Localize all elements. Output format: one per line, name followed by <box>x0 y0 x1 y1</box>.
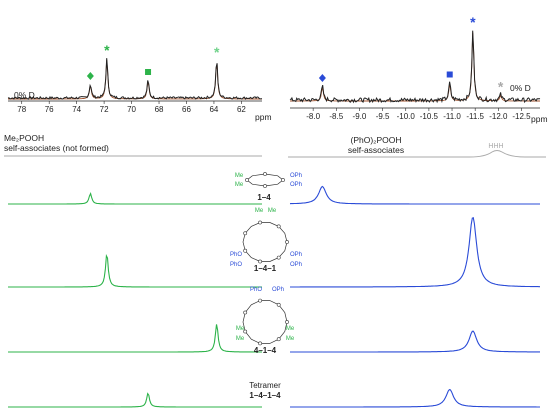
computed-left-spectrum <box>8 192 262 205</box>
oxygen-atom <box>243 248 248 253</box>
oxygen-atom <box>263 172 267 176</box>
x-tick-label: -11.5 <box>466 112 484 121</box>
hhh-label: HHH <box>488 143 503 150</box>
oxygen-atom <box>258 341 263 346</box>
me-label-a: Me <box>235 173 244 179</box>
x-tick-label: -12.0 <box>489 112 508 121</box>
top-left-ppm-label: ppm <box>255 112 272 122</box>
spectrum-line <box>289 30 541 104</box>
right-header-line2: self-associates <box>348 145 404 155</box>
right-gray-baseline <box>288 150 546 158</box>
x-tick-label: -9.5 <box>376 112 390 121</box>
oph-label-d: OPh <box>290 262 302 268</box>
ring-4-1-4 <box>242 300 288 344</box>
computed-left-spectrum <box>8 324 262 353</box>
diamond-marker <box>318 74 326 82</box>
asterisk-marker: * <box>214 44 220 60</box>
oxygen-atom <box>258 298 263 303</box>
top-left-zero-d-label: 0% D <box>14 90 35 100</box>
x-tick-label: -10.5 <box>420 112 439 121</box>
spectrum-line <box>7 58 263 101</box>
oph-label-a: OPh <box>290 173 302 179</box>
tetramer-formula: 1–4–1–4 <box>249 391 281 400</box>
oxygen-atom <box>243 329 248 334</box>
top-right-spectrum: -8.0 -8.5 -9.0 -9.5 -10.0 -10.5 -11.0 -11.5 -12.… <box>289 14 541 121</box>
me-label-b: Me <box>235 182 244 188</box>
oph-label-e: OPh <box>272 287 284 293</box>
top-right-ppm-label: ppm <box>531 114 548 124</box>
pho-label-c: PhO <box>250 287 262 293</box>
oph-label-c: OPh <box>290 252 302 258</box>
top-left-spectrum: 78 76 74 72 70 68 66 64 62 * * <box>7 42 263 114</box>
x-tick-label: -8.0 <box>306 112 320 121</box>
tetramer-label: Tetramer <box>249 381 281 390</box>
oxygen-atom <box>285 320 289 324</box>
x-tick-label: -8.5 <box>329 112 343 121</box>
x-tick-label: 72 <box>100 105 109 114</box>
x-tick-label: -11.0 <box>443 112 461 121</box>
pho-label-b: PhO <box>230 262 242 268</box>
x-tick-label: 78 <box>17 105 26 114</box>
fit-curve <box>8 59 262 100</box>
square-marker <box>145 69 152 75</box>
structure-drawings: Me Me OPh OPh Me Me PhO PhO OPh OPh PhO OPh Me Me Me Me <box>230 172 302 346</box>
left-header-line2: self-associates (not formed) <box>4 143 109 153</box>
x-tick-label: 68 <box>155 105 164 114</box>
oxygen-atom <box>281 178 285 182</box>
top-right-zero-d-label: 0% D <box>510 83 531 93</box>
x-tick-label: 64 <box>209 105 218 114</box>
oxygen-atom <box>276 224 281 229</box>
structure-label-4-1-4: 4–1–4 <box>254 346 277 355</box>
computed-right-spectrum <box>289 185 540 205</box>
oxygen-atom <box>276 337 281 342</box>
asterisk-marker: * <box>104 42 110 58</box>
computed-left-spectrum <box>8 392 262 408</box>
oxygen-atom <box>263 184 267 188</box>
structure-label-1-4-1: 1–4–1 <box>254 264 277 273</box>
left-header-line1: Me₂POOH <box>4 133 44 143</box>
computed-right-spectrum <box>290 388 540 408</box>
square-marker <box>446 71 453 78</box>
oxygen-atom <box>258 259 263 264</box>
x-tick-label: 74 <box>72 105 81 114</box>
computed-right-spectrum <box>290 330 540 353</box>
computed-spectra <box>8 185 540 408</box>
diamond-marker <box>86 72 94 80</box>
x-tick-label: 70 <box>127 105 136 114</box>
oxygen-atom <box>276 255 281 260</box>
me-label-d: Me <box>268 208 277 214</box>
computed-right-spectrum <box>290 216 540 288</box>
x-tick-label: -9.0 <box>353 112 367 121</box>
asterisk-marker: * <box>470 14 476 30</box>
oxygen-atom <box>243 231 248 236</box>
oph-label-b: OPh <box>290 182 302 188</box>
pho-label-a: PhO <box>230 252 242 258</box>
x-tick-label: -12.5 <box>512 112 531 121</box>
right-header-line1: (PhO)₂POOH <box>351 135 402 145</box>
header-baselines <box>4 150 546 158</box>
me-label-c: Me <box>255 208 264 214</box>
ring-1-4-1 <box>242 222 288 262</box>
oxygen-atom <box>285 240 289 244</box>
x-tick-label: -10.0 <box>397 112 416 121</box>
computed-left-spectrum <box>8 253 262 288</box>
me-label-e: Me <box>236 326 245 332</box>
me-label-h: Me <box>286 336 295 342</box>
oxygen-atom <box>258 220 263 225</box>
oxygen-atom <box>245 178 249 182</box>
x-tick-label: 76 <box>45 105 54 114</box>
x-tick-label: 66 <box>182 105 191 114</box>
me-label-f: Me <box>236 336 245 342</box>
structure-label-1-4: 1–4 <box>257 193 271 202</box>
x-tick-label: 62 <box>237 105 246 114</box>
asterisk-marker: * <box>498 78 504 94</box>
me-label-g: Me <box>286 326 295 332</box>
oxygen-atom <box>243 310 248 315</box>
oxygen-atom <box>276 302 281 307</box>
